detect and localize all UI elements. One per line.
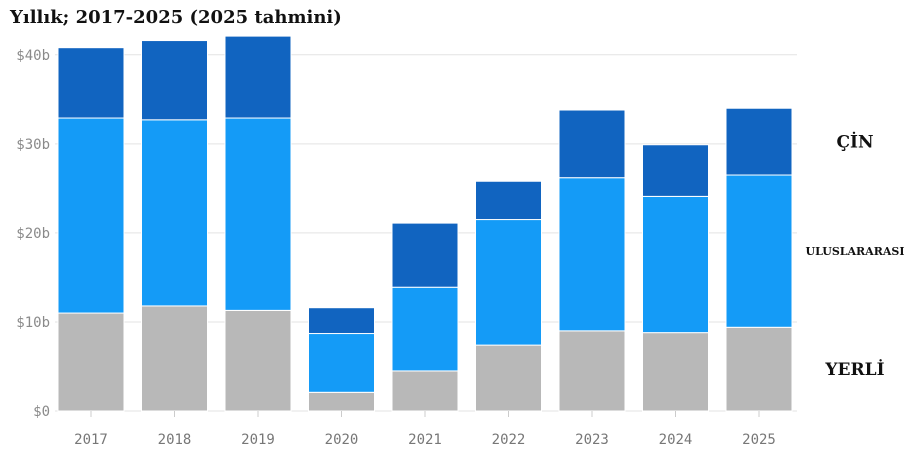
x-tick-label: 2020 xyxy=(325,432,359,448)
y-tick-label: $30b xyxy=(16,137,50,153)
bars xyxy=(57,35,793,412)
x-axis: 2017 2018 2019 2020 2021 2022 2023 2024 2025 xyxy=(74,411,776,448)
bar-in-2017 xyxy=(57,47,125,119)
bar-yerli-2021 xyxy=(391,370,459,412)
bar-yerli-2018 xyxy=(141,305,208,412)
bar-uluslararasi-2021 xyxy=(391,286,459,372)
x-tick-label: 2022 xyxy=(492,432,526,448)
y-tick-label: $20b xyxy=(16,226,50,242)
legend-label-in: ÇİN xyxy=(836,131,873,152)
chart-title: Yıllık; 2017-2025 (2025 tahmini) xyxy=(10,7,342,28)
bar-yerli-2022 xyxy=(475,344,542,412)
bar-yerli-2025 xyxy=(725,326,793,412)
y-tick-label: $10b xyxy=(16,315,50,331)
bar-in-2023 xyxy=(558,109,626,179)
bar-uluslararasi-2025 xyxy=(725,174,793,328)
legend-label-uluslararasi: ULUSLARARASI xyxy=(806,245,905,258)
bar-yerli-2020 xyxy=(308,391,375,412)
bar-in-2025 xyxy=(725,107,793,176)
y-tick-label: $40b xyxy=(16,48,50,64)
bar-uluslararasi-2024 xyxy=(642,195,709,334)
y-tick-label: $0 xyxy=(33,404,50,420)
legend: YERLİ ULUSLARARASI ÇİN xyxy=(806,131,905,380)
x-tick-label: 2024 xyxy=(659,432,693,448)
bar-in-2019 xyxy=(224,35,292,119)
bar-uluslararasi-2023 xyxy=(558,177,626,332)
x-tick-label: 2017 xyxy=(74,432,108,448)
x-tick-label: 2023 xyxy=(575,432,609,448)
legend-label-yerli: YERLİ xyxy=(824,359,884,380)
bar-in-2022 xyxy=(475,180,542,221)
bar-in-2020 xyxy=(308,307,375,335)
bar-uluslararasi-2022 xyxy=(475,219,542,346)
x-tick-label: 2018 xyxy=(158,432,192,448)
bar-yerli-2023 xyxy=(558,330,626,412)
bar-in-2021 xyxy=(391,222,459,288)
bar-yerli-2017 xyxy=(57,312,125,412)
x-tick-label: 2019 xyxy=(241,432,275,448)
bar-uluslararasi-2019 xyxy=(224,117,292,311)
bar-yerli-2024 xyxy=(642,332,709,412)
bar-yerli-2019 xyxy=(224,309,292,412)
bar-in-2024 xyxy=(642,144,709,197)
bar-uluslararasi-2017 xyxy=(57,117,125,314)
x-tick-label: 2021 xyxy=(408,432,442,448)
bar-uluslararasi-2020 xyxy=(308,333,375,393)
bar-uluslararasi-2018 xyxy=(141,119,208,307)
x-tick-label: 2025 xyxy=(742,432,776,448)
y-axis: $0 $10b $20b $30b $40b xyxy=(16,48,50,420)
bar-in-2018 xyxy=(141,40,208,121)
